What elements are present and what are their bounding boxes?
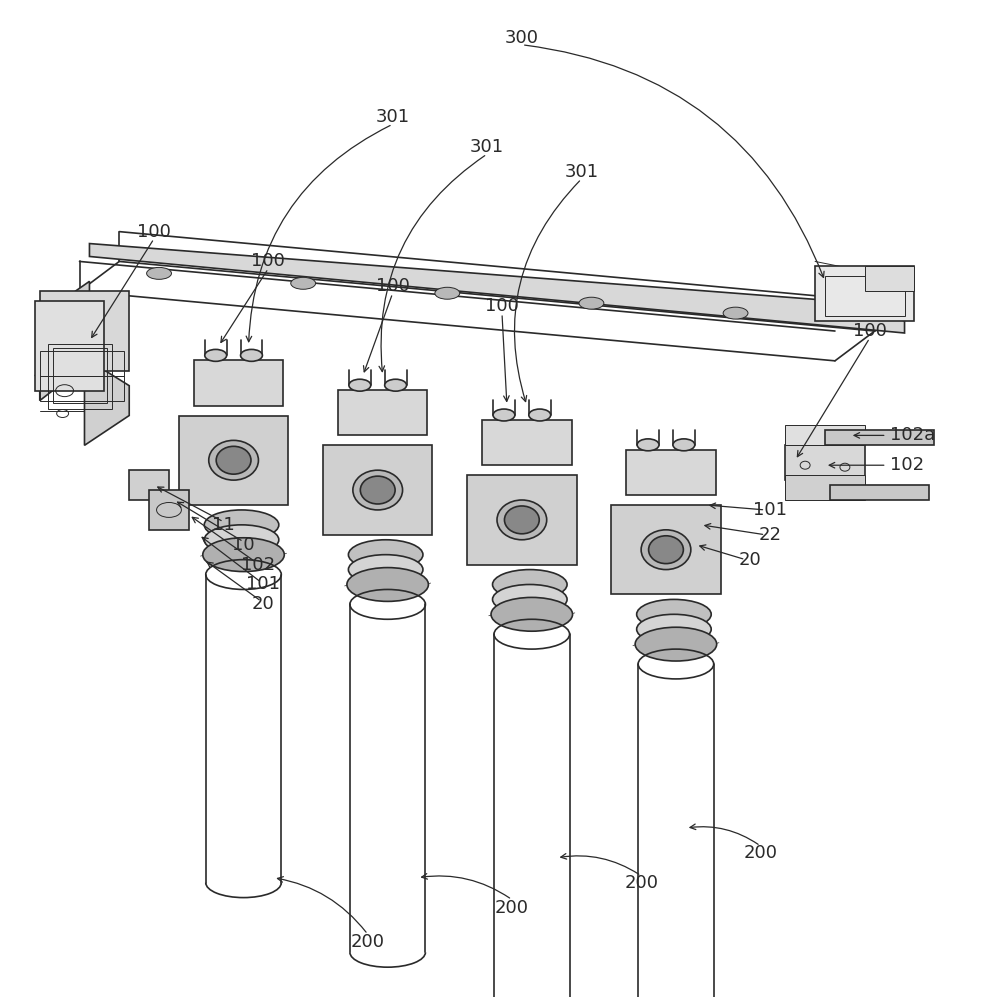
Ellipse shape — [493, 409, 515, 421]
Ellipse shape — [493, 584, 567, 614]
Bar — [179, 416, 288, 505]
Ellipse shape — [724, 307, 747, 319]
Bar — [611, 505, 721, 594]
Ellipse shape — [147, 267, 172, 279]
Text: 301: 301 — [470, 138, 504, 156]
Ellipse shape — [673, 439, 695, 451]
Text: 101: 101 — [753, 501, 787, 519]
Ellipse shape — [205, 510, 278, 540]
Text: 200: 200 — [624, 874, 658, 892]
Bar — [482, 420, 572, 465]
Bar — [194, 360, 283, 406]
Ellipse shape — [205, 349, 227, 361]
Bar — [40, 351, 124, 376]
Text: 20: 20 — [252, 595, 274, 613]
Text: 10: 10 — [233, 536, 254, 554]
Ellipse shape — [641, 530, 691, 570]
Text: 102: 102 — [890, 456, 923, 474]
Text: 11: 11 — [213, 516, 235, 534]
Ellipse shape — [579, 297, 604, 309]
Ellipse shape — [353, 470, 403, 510]
Ellipse shape — [291, 277, 316, 289]
Ellipse shape — [203, 538, 284, 572]
Bar — [815, 266, 914, 321]
Bar — [785, 475, 865, 500]
Bar — [467, 475, 577, 565]
Ellipse shape — [637, 599, 712, 629]
Ellipse shape — [493, 570, 567, 599]
Text: 22: 22 — [758, 526, 782, 544]
Text: 200: 200 — [495, 899, 529, 917]
Text: 200: 200 — [744, 844, 777, 862]
Bar — [323, 445, 432, 535]
Ellipse shape — [497, 500, 547, 540]
Ellipse shape — [205, 525, 278, 555]
Ellipse shape — [435, 287, 460, 299]
Bar — [40, 376, 124, 401]
Text: 100: 100 — [137, 223, 171, 241]
Bar — [129, 470, 169, 500]
Bar — [865, 266, 914, 291]
Ellipse shape — [505, 506, 540, 534]
Bar — [785, 445, 865, 480]
Ellipse shape — [529, 409, 551, 421]
Bar — [53, 348, 107, 403]
Text: 100: 100 — [251, 252, 285, 270]
Ellipse shape — [385, 379, 407, 391]
Text: 101: 101 — [247, 575, 280, 593]
Bar — [40, 291, 129, 371]
Ellipse shape — [216, 446, 250, 474]
Ellipse shape — [635, 627, 717, 661]
Text: 300: 300 — [505, 29, 539, 47]
Bar — [35, 301, 104, 391]
Bar — [825, 276, 905, 316]
Ellipse shape — [349, 555, 423, 584]
Polygon shape — [89, 244, 905, 333]
Ellipse shape — [241, 349, 262, 361]
Text: 200: 200 — [351, 933, 385, 951]
Text: 301: 301 — [565, 163, 598, 181]
Text: 100: 100 — [376, 277, 410, 295]
Ellipse shape — [349, 540, 423, 570]
Bar — [626, 450, 716, 495]
Ellipse shape — [637, 439, 659, 451]
Text: 102: 102 — [242, 556, 275, 574]
Text: 20: 20 — [740, 551, 761, 569]
Ellipse shape — [649, 536, 684, 564]
Ellipse shape — [637, 614, 712, 644]
Bar — [830, 485, 929, 500]
Bar — [48, 344, 112, 409]
Bar — [338, 390, 427, 435]
Ellipse shape — [491, 597, 573, 631]
Text: 102a: 102a — [890, 426, 935, 444]
Ellipse shape — [361, 476, 396, 504]
Polygon shape — [40, 281, 129, 445]
Text: 100: 100 — [853, 322, 887, 340]
Bar — [785, 425, 865, 445]
Text: 100: 100 — [485, 297, 519, 315]
Ellipse shape — [347, 568, 428, 601]
Ellipse shape — [349, 379, 371, 391]
Ellipse shape — [209, 440, 258, 480]
Bar — [825, 430, 934, 445]
Bar — [149, 490, 189, 530]
Text: 301: 301 — [376, 108, 410, 126]
